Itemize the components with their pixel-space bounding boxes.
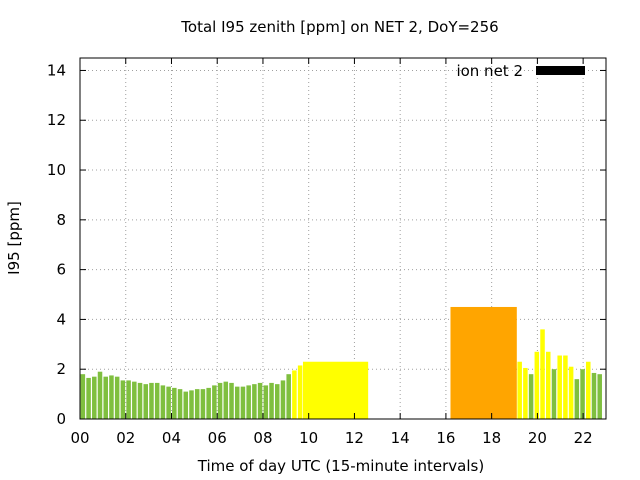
bar-33 — [269, 382, 274, 419]
plot-frame — [79, 57, 607, 420]
bar-14 — [160, 385, 166, 419]
bar-23 — [212, 385, 217, 419]
bar-37 — [292, 370, 297, 419]
legend-swatch — [536, 66, 585, 75]
bar-12 — [149, 382, 154, 419]
bar-0 — [80, 374, 86, 419]
bar-40 — [450, 306, 517, 419]
axis-ticks — [79, 58, 606, 420]
bar-24 — [217, 382, 223, 419]
x-tick-label-14: 14 — [391, 429, 410, 447]
y-tick-label-4: 4 — [56, 310, 66, 328]
bar-32 — [263, 385, 269, 419]
bar-3 — [97, 371, 103, 419]
bar-45 — [540, 329, 545, 419]
y-tick-label-12: 12 — [47, 111, 66, 129]
y-tick-label-14: 14 — [47, 61, 66, 79]
bar-2 — [92, 376, 97, 419]
x-tick-label-18: 18 — [482, 429, 501, 447]
bar-1 — [86, 377, 91, 419]
x-tick-label-02: 02 — [116, 429, 135, 447]
y-tick-label-2: 2 — [56, 360, 66, 378]
legend-label: ion net 2 — [456, 62, 523, 80]
bar-46 — [545, 351, 551, 419]
x-tick-label-16: 16 — [436, 429, 455, 447]
bar-10 — [137, 382, 143, 419]
bars — [80, 306, 602, 419]
x-tick-label-22: 22 — [574, 429, 593, 447]
bar-11 — [143, 384, 149, 419]
bar-39 — [302, 361, 369, 419]
y-tick-label-0: 0 — [56, 410, 66, 428]
bar-8 — [126, 380, 131, 419]
bar-29 — [246, 385, 251, 419]
bar-30 — [252, 384, 257, 419]
bar-44 — [534, 351, 540, 419]
x-tick-labels: 00 02 04 06 08 10 12 14 16 18 20 22 — [70, 429, 592, 447]
y-axis-label: I95 [ppm] — [5, 201, 23, 275]
y-tick-labels: 0 2 4 6 8 10 12 14 — [47, 61, 66, 428]
bar-17 — [177, 389, 183, 419]
bar-50 — [568, 366, 574, 419]
legend: ion net 2 — [456, 62, 585, 80]
bar-28 — [240, 386, 246, 419]
bar-35 — [280, 380, 286, 419]
bar-18 — [183, 391, 189, 419]
bar-5 — [109, 375, 114, 419]
bar-49 — [563, 355, 568, 419]
bar-16 — [172, 387, 177, 419]
bar-41 — [517, 361, 522, 419]
bar-42 — [523, 367, 528, 419]
bar-55 — [597, 374, 602, 419]
x-tick-label-08: 08 — [253, 429, 272, 447]
chart-title: Total I95 zenith [ppm] on NET 2, DoY=256 — [180, 18, 498, 36]
y-tick-label-6: 6 — [56, 261, 66, 279]
bar-25 — [223, 381, 229, 419]
bar-43 — [528, 374, 534, 419]
x-tick-label-04: 04 — [162, 429, 181, 447]
x-tick-label-12: 12 — [345, 429, 364, 447]
bar-38 — [297, 365, 303, 419]
bar-20 — [194, 389, 200, 419]
bar-52 — [580, 369, 585, 419]
x-axis-label: Time of day UTC (15-minute intervals) — [197, 457, 484, 475]
bar-19 — [189, 390, 194, 419]
x-tick-label-00: 00 — [70, 429, 89, 447]
bar-34 — [274, 384, 280, 419]
bar-21 — [200, 389, 206, 419]
y-tick-label-8: 8 — [56, 211, 66, 229]
x-tick-label-06: 06 — [208, 429, 227, 447]
bar-15 — [166, 386, 171, 419]
bar-31 — [257, 382, 263, 419]
x-tick-label-10: 10 — [299, 429, 318, 447]
bar-7 — [120, 380, 126, 419]
bar-22 — [206, 387, 211, 419]
bar-48 — [557, 355, 562, 419]
bar-36 — [286, 374, 291, 419]
bar-6 — [114, 376, 120, 419]
bar-13 — [154, 382, 160, 419]
bar-47 — [551, 369, 557, 419]
bar-27 — [234, 386, 240, 419]
bar-54 — [591, 372, 597, 419]
x-tick-label-20: 20 — [528, 429, 547, 447]
bar-4 — [103, 376, 108, 419]
bar-51 — [574, 379, 580, 419]
bar-53 — [586, 361, 591, 419]
y-tick-label-10: 10 — [47, 161, 66, 179]
bar-9 — [132, 381, 137, 419]
bar-26 — [229, 382, 234, 419]
